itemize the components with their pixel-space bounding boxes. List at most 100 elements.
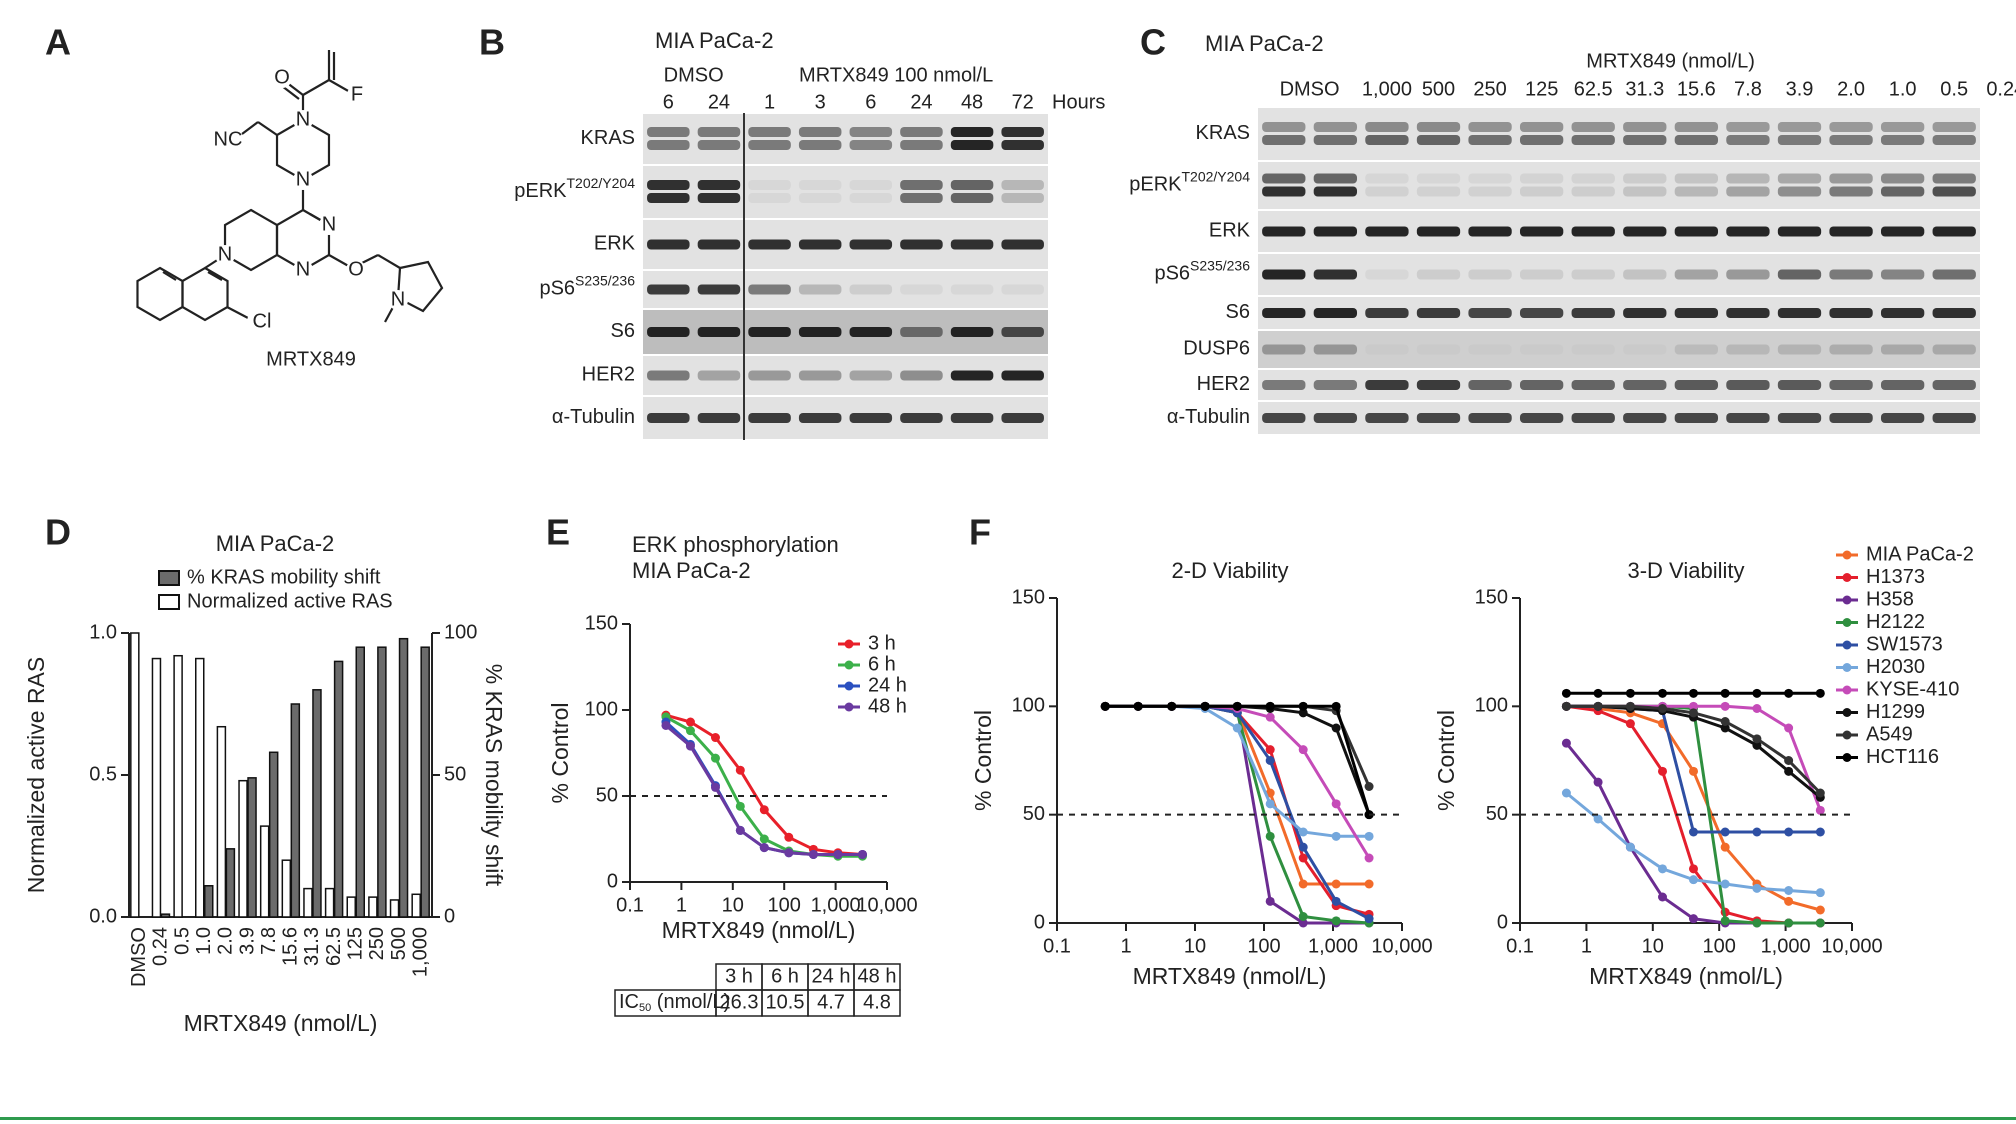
blot-band (1313, 226, 1358, 237)
concentration-label: 7.8 (1734, 78, 1762, 100)
legend-label: KYSE-410 (1866, 678, 1959, 700)
x-tick-label: 31.3 (301, 927, 323, 966)
blot-band (1519, 413, 1564, 423)
data-point (1298, 827, 1308, 837)
blot-band (1468, 380, 1512, 390)
atom-label: NC (214, 128, 243, 150)
legend-marker (1842, 550, 1852, 560)
concentration-label: 250 (1473, 78, 1506, 100)
blot-band (900, 327, 943, 337)
legend-swatch (158, 570, 180, 586)
bar (216, 725, 227, 918)
blot-band (1468, 413, 1512, 423)
row-label-superscript: S235/236 (575, 272, 635, 288)
legend-label: 3 h (868, 632, 896, 654)
blot-band (748, 140, 791, 150)
data-point (1784, 766, 1794, 776)
atom-mask (346, 260, 366, 280)
data-point (1265, 896, 1275, 906)
row-label: ERK (1209, 220, 1251, 242)
data-point (1658, 766, 1668, 776)
row-label-text: IC (619, 991, 639, 1013)
data-point (1167, 701, 1177, 711)
blot-band (900, 127, 943, 137)
blot-band (647, 370, 690, 381)
legend-marker (1842, 595, 1852, 605)
blot-band (1313, 380, 1358, 390)
y2-axis-label: % KRAS mobility shift (481, 664, 507, 887)
table-header: 3 h (725, 965, 753, 987)
x-tick-label: 0.1 (1043, 935, 1071, 957)
legend-marker (1842, 618, 1852, 627)
data-point (1100, 701, 1110, 711)
legend-marker (1842, 708, 1852, 717)
data-point (1815, 918, 1825, 928)
blot-band (1416, 186, 1461, 197)
blot-band (1932, 380, 1976, 390)
blot-band (1468, 308, 1512, 318)
x-tick-label: 1,000 (811, 894, 861, 916)
row-label: ERK (594, 233, 636, 255)
blot-band (1365, 269, 1409, 280)
legend-label: H358 (1866, 588, 1914, 610)
x-tick-label: 10,000 (1371, 935, 1432, 957)
data-point (1752, 704, 1762, 713)
y-tick-label: 150 (1475, 586, 1508, 608)
atom-label: N (218, 243, 232, 265)
blot-band (748, 327, 791, 337)
blot-band (1932, 122, 1976, 132)
blot-band (1519, 269, 1564, 280)
blot-band (798, 140, 842, 150)
blot-band (1880, 226, 1925, 237)
blot-band (1674, 344, 1719, 355)
blot-band (1416, 413, 1461, 423)
data-point (1561, 701, 1571, 711)
atom-label: N (391, 288, 405, 310)
blot-band (1416, 269, 1461, 280)
blot-band (748, 193, 791, 203)
blot-band (647, 127, 690, 137)
data-point (1720, 827, 1730, 837)
blot-band (1313, 135, 1358, 145)
blot-band (849, 284, 893, 295)
blot-band (1519, 380, 1564, 390)
blot-band (950, 327, 994, 337)
blot-band (1417, 345, 1460, 355)
y-tick-label: 0 (1034, 911, 1045, 933)
y-tick-label: 0 (607, 870, 618, 892)
blot-band (1365, 135, 1409, 145)
bond (281, 85, 300, 100)
legend-label: % KRAS mobility shift (187, 566, 381, 588)
bar (204, 885, 214, 918)
panel-letter: B (479, 22, 505, 63)
data-point (685, 717, 695, 727)
blot-band (1829, 344, 1873, 355)
data-point (1815, 688, 1825, 698)
data-point (857, 849, 867, 859)
data-point (1265, 756, 1275, 765)
blot-strip (1258, 162, 1980, 209)
blot-band (1880, 308, 1925, 318)
blot-band (1571, 308, 1615, 318)
blot-band (1674, 135, 1719, 145)
blot-band (849, 413, 893, 423)
blot-band (1313, 269, 1358, 280)
blot-band (697, 127, 741, 137)
atom-mask (215, 245, 235, 265)
bar (333, 660, 344, 918)
legend-label: H1299 (1866, 701, 1925, 723)
blot-band (849, 180, 893, 190)
blot-band (1932, 173, 1976, 184)
row-label-text: HER2 (1197, 373, 1250, 395)
atom-label: N (296, 258, 310, 280)
blot-band (950, 239, 994, 250)
row-label-superscript: T202/Y204 (567, 175, 636, 191)
atom-mask (213, 125, 243, 155)
bar (290, 703, 301, 918)
blot-band (1777, 135, 1822, 145)
y-tick-label: 50 (596, 784, 618, 806)
row-label: pS6S235/236 (539, 272, 635, 300)
data-point (1265, 745, 1275, 755)
legend-label: A549 (1866, 723, 1913, 745)
blot-band (1365, 186, 1409, 197)
